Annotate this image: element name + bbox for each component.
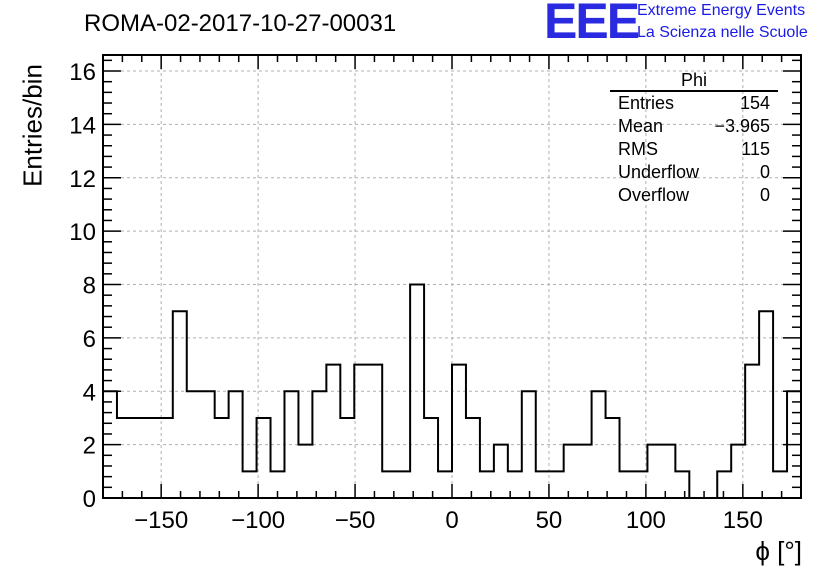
stats-row-overflow: Overflow 0 xyxy=(610,184,778,207)
stats-value: 0 xyxy=(760,184,770,207)
x-tick-label: 150 xyxy=(723,507,763,534)
stats-value: 154 xyxy=(740,92,770,115)
stats-box: Phi Entries 154 Mean −3.965 RMS 115 Underflow 0… xyxy=(610,70,778,207)
y-axis-label: Entries/bin xyxy=(18,64,49,187)
x-tick-label: 0 xyxy=(445,507,458,534)
x-tick-label: −150 xyxy=(134,507,188,534)
x-axis-label: ϕ [°] xyxy=(755,536,802,567)
stats-value: −3.965 xyxy=(714,115,770,138)
y-tick-label: 6 xyxy=(83,326,96,353)
y-tick-label: 2 xyxy=(83,433,96,460)
stats-label: Mean xyxy=(618,115,663,138)
stats-row-underflow: Underflow 0 xyxy=(610,161,778,184)
stats-row-rms: RMS 115 xyxy=(610,138,778,161)
stats-row-entries: Entries 154 xyxy=(610,92,778,115)
y-tick-label: 0 xyxy=(83,486,96,513)
stats-label: Overflow xyxy=(618,184,689,207)
x-tick-label: 100 xyxy=(626,507,666,534)
stats-row-mean: Mean −3.965 xyxy=(610,115,778,138)
histogram-series xyxy=(103,285,801,498)
y-tick-label: 10 xyxy=(69,219,96,246)
y-tick-label: 16 xyxy=(69,59,96,86)
stats-title: Phi xyxy=(610,70,778,92)
y-tick-label: 12 xyxy=(69,166,96,193)
stats-label: Underflow xyxy=(618,161,699,184)
stats-label: RMS xyxy=(618,138,658,161)
x-tick-label: −100 xyxy=(231,507,285,534)
stats-value: 0 xyxy=(760,161,770,184)
x-tick-label: 50 xyxy=(536,507,563,534)
stats-value: 115 xyxy=(741,138,770,161)
y-tick-label: 4 xyxy=(83,379,96,406)
y-tick-label: 14 xyxy=(69,112,96,139)
y-tick-label: 8 xyxy=(83,273,96,300)
stats-label: Entries xyxy=(618,92,674,115)
x-tick-label: −50 xyxy=(335,507,376,534)
